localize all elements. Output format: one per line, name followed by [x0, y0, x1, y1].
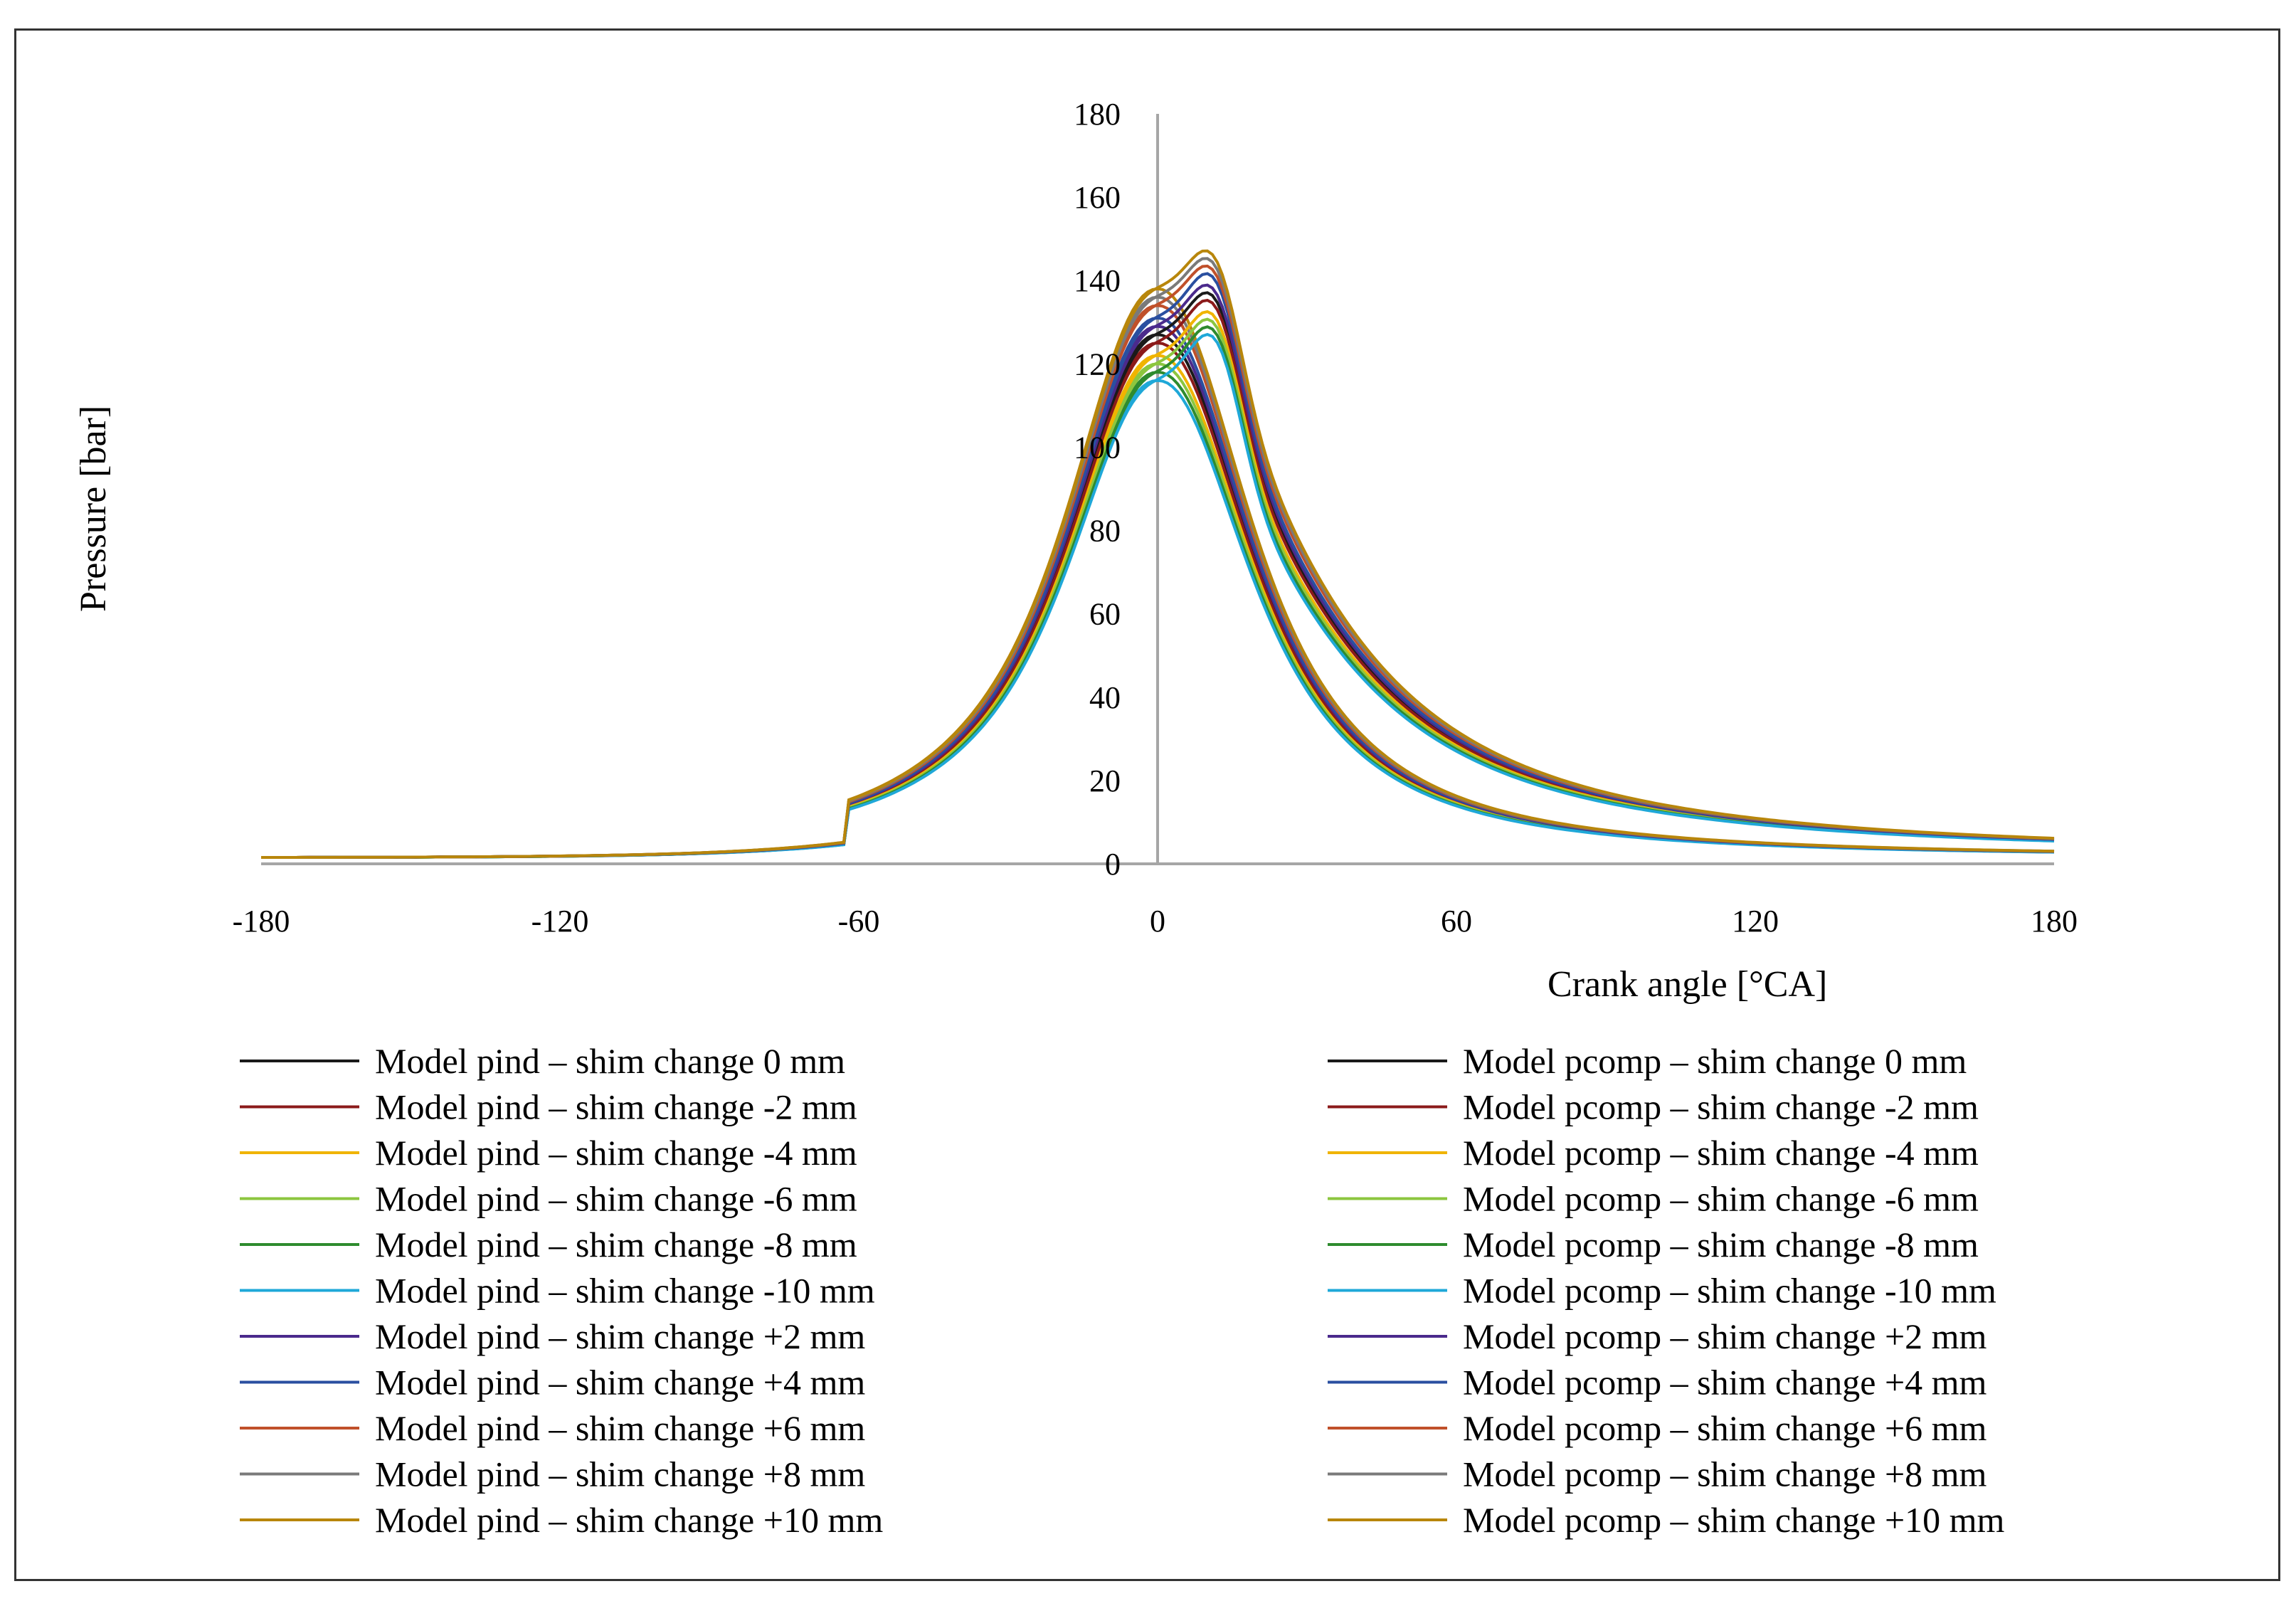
y-tick-label: 0: [1105, 847, 1121, 882]
legend-entry-0: Model pind – shim change 0 mm: [375, 1041, 845, 1081]
x-tick-label: 180: [2031, 904, 2078, 939]
legend-entry-21: Model pcomp – shim change +10 mm: [1463, 1500, 2005, 1540]
legend-entry-18: Model pcomp – shim change +4 mm: [1463, 1363, 1987, 1402]
legend-entry-14: Model pcomp – shim change -6 mm: [1463, 1179, 1979, 1219]
y-tick-label: 40: [1089, 680, 1121, 715]
legend-entry-1: Model pind – shim change -2 mm: [375, 1087, 857, 1127]
y-tick-label: 60: [1089, 597, 1121, 632]
y-tick-label: 160: [1074, 180, 1121, 215]
y-tick-label: 120: [1074, 347, 1121, 381]
legend-entry-4: Model pind – shim change -8 mm: [375, 1225, 857, 1264]
legend-entry-19: Model pcomp – shim change +6 mm: [1463, 1408, 1987, 1448]
y-tick-label: 100: [1074, 430, 1121, 465]
y-axis-title: Pressure [bar]: [73, 406, 114, 612]
legend-entry-3: Model pind – shim change -6 mm: [375, 1179, 857, 1219]
y-tick-label: 80: [1089, 514, 1121, 549]
x-tick-label: -60: [838, 904, 880, 939]
series-layer: [261, 249, 2055, 859]
legend-entry-5: Model pind – shim change -10 mm: [375, 1271, 875, 1311]
legend-entry-2: Model pind – shim change -4 mm: [375, 1133, 857, 1173]
y-tick-label: 140: [1074, 263, 1121, 298]
y-tick-label: 20: [1089, 763, 1121, 798]
x-tick-label: -120: [531, 904, 589, 939]
tick-labels: -180 -120 -60 0 60 120 180 0 20 40 60 80 100 120 140 16…: [233, 97, 2078, 939]
chart-frame: [14, 28, 2280, 1581]
x-tick-label: 60: [1441, 904, 1472, 939]
legend-entry-7: Model pind – shim change +4 mm: [375, 1363, 865, 1402]
x-tick-label: -180: [233, 904, 290, 939]
axes: [261, 114, 2054, 865]
x-tick-label: 0: [1150, 904, 1165, 939]
legend-entry-20: Model pcomp – shim change +8 mm: [1463, 1454, 1987, 1494]
legend-entry-11: Model pcomp – shim change 0 mm: [1463, 1041, 1967, 1081]
series-line-pcomp-21: [261, 249, 2055, 859]
legend-entry-17: Model pcomp – shim change +2 mm: [1463, 1316, 1987, 1356]
legend-entry-15: Model pcomp – shim change -8 mm: [1463, 1225, 1979, 1264]
legend-entry-12: Model pcomp – shim change -2 mm: [1463, 1087, 1979, 1127]
legend-entry-10: Model pind – shim change +10 mm: [375, 1500, 883, 1540]
y-tick-label: 180: [1074, 97, 1121, 132]
legend: Model pind – shim change 0 mm Model pind …: [240, 1041, 2005, 1540]
legend-entry-9: Model pind – shim change +8 mm: [375, 1454, 865, 1494]
x-tick-label: 120: [1732, 904, 1779, 939]
legend-entry-6: Model pind – shim change +2 mm: [375, 1316, 865, 1356]
legend-entry-16: Model pcomp – shim change -10 mm: [1463, 1271, 1996, 1311]
legend-entry-13: Model pcomp – shim change -4 mm: [1463, 1133, 1979, 1173]
x-axis-title: Crank angle [°CA]: [1548, 964, 1827, 1005]
legend-entry-8: Model pind – shim change +6 mm: [375, 1408, 865, 1448]
